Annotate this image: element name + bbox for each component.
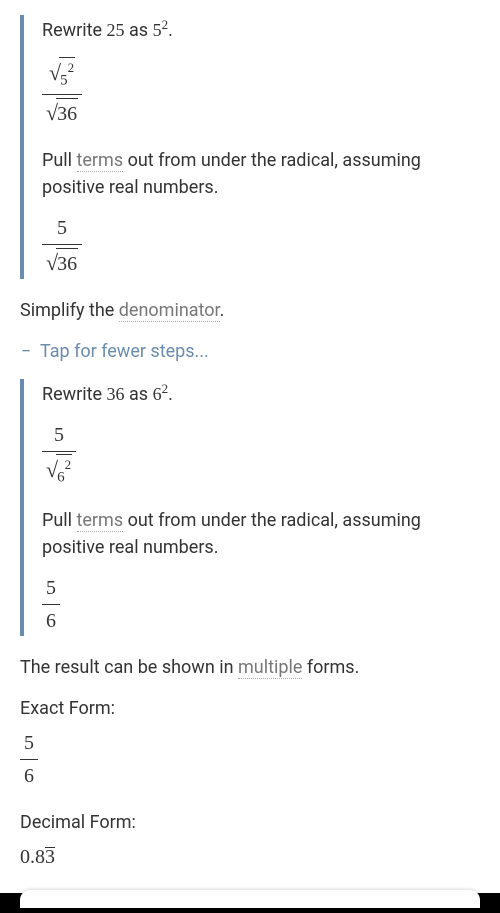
text: Rewrite (42, 20, 107, 41)
text: Pull (42, 150, 77, 171)
numerator: 5 (42, 573, 60, 605)
formula-5-over-sqrt6sq: 5 √62 (42, 420, 480, 490)
instruction-rewrite-25: Rewrite 25 as 52. (42, 15, 480, 44)
multiple-link[interactable]: multiple (238, 657, 302, 679)
base-5: 5 (153, 20, 162, 40)
base-6: 6 (153, 384, 162, 404)
formula-sqrt5sq-over-sqrt36: √52 √36 (42, 56, 480, 129)
instruction-rewrite-36: Rewrite 36 as 62. (42, 379, 480, 408)
text: . (168, 20, 173, 41)
result-intro: The result can be shown in multiple form… (20, 654, 480, 681)
toggle-fewer-steps[interactable]: − Tap for fewer steps... (20, 338, 480, 365)
text: . (220, 300, 225, 321)
radicand: 36 (56, 248, 78, 279)
text: The result can be shown in (20, 657, 238, 678)
denominator: 6 (20, 760, 38, 791)
exact-form-value: 5 6 (20, 728, 480, 791)
text: as (125, 20, 153, 41)
text: Simplify the (20, 300, 119, 321)
text: Rewrite (42, 384, 107, 405)
denominator-link[interactable]: denominator (119, 300, 220, 322)
formula-5-over-6: 5 6 (42, 573, 480, 636)
base: 6 (57, 470, 65, 486)
term-link[interactable]: terms (77, 150, 124, 172)
exp: 2 (68, 60, 75, 75)
radicand: 36 (56, 98, 78, 129)
toggle-label: Tap for fewer steps... (40, 338, 209, 365)
text: . (168, 384, 173, 405)
text: Pull (42, 510, 77, 531)
denominator: 6 (42, 605, 60, 636)
num-25: 25 (107, 20, 125, 40)
step-block-1: Rewrite 25 as 52. √52 √36 Pull terms out… (20, 15, 480, 279)
repeating-digit: 3 (45, 847, 55, 866)
bottom-card (20, 890, 480, 908)
instruction-pull-terms-2: Pull terms out from under the radical, a… (42, 507, 480, 561)
decimal-part: 0.8 (20, 846, 45, 868)
base: 5 (60, 73, 68, 89)
text: as (125, 384, 153, 405)
numerator: 5 (42, 213, 82, 245)
exp: 2 (65, 457, 72, 472)
step-block-2: Rewrite 36 as 62. 5 √62 Pull terms out f… (20, 379, 480, 637)
text: forms. (302, 657, 359, 678)
exact-form-label: Exact Form: (20, 695, 480, 722)
instruction-pull-terms-1: Pull terms out from under the radical, a… (42, 147, 480, 201)
term-link[interactable]: terms (77, 510, 124, 532)
numerator: 5 (20, 728, 38, 760)
decimal-form-label: Decimal Form: (20, 809, 480, 836)
collapse-icon: − (20, 338, 32, 365)
formula-5-over-sqrt36: 5 √36 (42, 213, 480, 279)
decimal-form-value: 0.83 (20, 842, 480, 872)
numerator: 5 (42, 420, 76, 452)
num-36: 36 (107, 384, 125, 404)
simplify-denominator-heading: Simplify the denominator. (20, 297, 480, 324)
